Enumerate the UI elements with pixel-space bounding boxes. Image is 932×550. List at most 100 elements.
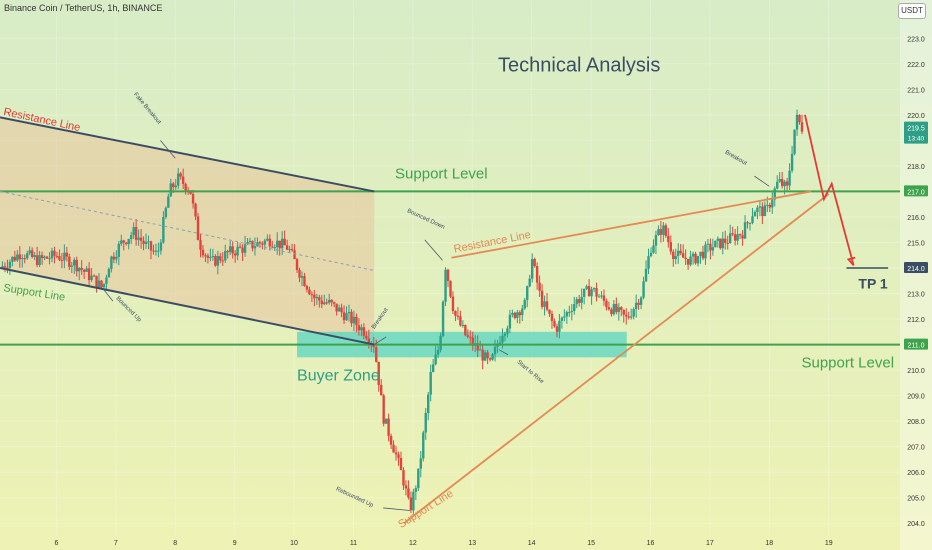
candle-body — [681, 253, 685, 258]
candle-body — [360, 327, 363, 331]
y-tick-label: 222.0 — [907, 62, 925, 69]
candle-body — [716, 238, 720, 241]
candle-body — [16, 254, 19, 261]
candle-body — [417, 468, 420, 489]
candle-body — [773, 188, 776, 200]
candle-body — [662, 225, 665, 235]
candle-body — [102, 283, 106, 288]
candle-body — [221, 260, 224, 262]
candle-body — [404, 485, 408, 489]
candle-body — [177, 173, 180, 186]
candle-body — [565, 312, 569, 317]
candle-body — [719, 238, 722, 249]
candle-body — [620, 307, 623, 310]
candle-body — [112, 256, 116, 260]
candle-body — [511, 312, 514, 315]
candle-body — [280, 238, 284, 249]
candle-body — [342, 312, 346, 321]
candle-body — [652, 245, 655, 253]
candle-body — [679, 250, 682, 254]
candle-body — [568, 312, 571, 314]
price-label-subtext: 13:40 — [908, 136, 925, 143]
candle-body — [526, 286, 529, 300]
candle-body — [117, 243, 121, 257]
candle-body — [152, 250, 155, 252]
candle-body — [367, 338, 371, 344]
candle-body — [1, 266, 4, 268]
candle-body — [518, 312, 522, 316]
currency-button[interactable]: USDT — [898, 3, 926, 19]
x-tick-label: 7 — [114, 540, 118, 547]
candle-body — [332, 302, 336, 304]
candle-body — [456, 315, 460, 317]
candle-body — [476, 343, 479, 351]
candle-body — [95, 275, 98, 288]
candle-body — [350, 311, 353, 324]
candle-body — [80, 267, 83, 270]
candle-body — [382, 395, 385, 424]
candle-body — [129, 235, 133, 240]
candle-body — [271, 246, 274, 248]
annotation-3: Support Level — [395, 166, 488, 183]
price-label-text: 219.5 — [907, 126, 925, 133]
candle-body — [174, 185, 177, 188]
channel-mid-line — [0, 190, 375, 272]
candle-body — [125, 242, 128, 244]
candle-body — [58, 256, 61, 260]
candle-body — [439, 335, 442, 351]
rising-resistance-line — [451, 190, 812, 259]
candle-body — [196, 216, 200, 241]
candle-body — [290, 249, 294, 251]
candle-body — [320, 300, 323, 305]
x-tick-label: 14 — [528, 540, 536, 547]
candle-body — [73, 259, 76, 266]
candle-body — [412, 491, 415, 511]
candle-body — [226, 250, 229, 253]
candle-body — [441, 301, 445, 336]
x-tick-label: 12 — [409, 540, 417, 547]
candle-body — [469, 336, 472, 338]
candle-body — [575, 299, 578, 305]
candle-body — [704, 244, 707, 259]
candle-body — [538, 282, 541, 291]
candle-body — [107, 268, 111, 278]
candle-body — [276, 240, 279, 248]
candle-body — [409, 497, 413, 511]
y-tick-label: 204.0 — [907, 521, 925, 528]
candle-body — [612, 303, 616, 315]
candle-body — [647, 256, 650, 269]
candle-body — [451, 296, 455, 312]
candle-body — [533, 259, 536, 267]
candle-body — [483, 352, 487, 361]
candle-body — [427, 394, 430, 414]
candle-body — [751, 216, 754, 223]
candle-body — [728, 233, 732, 243]
candle-body — [199, 240, 202, 250]
candles-layer — [1, 109, 804, 514]
candle-body — [733, 234, 737, 241]
rising-support-line — [403, 193, 830, 524]
candle-body — [513, 312, 517, 318]
annotation-5: Buyer Zone — [297, 367, 380, 384]
candle-body — [243, 244, 247, 253]
candle-body — [758, 206, 762, 208]
candle-body — [625, 314, 628, 317]
price-label-tag — [904, 262, 928, 273]
candle-body — [209, 257, 212, 259]
candle-body — [308, 289, 311, 295]
candle-body — [389, 435, 393, 445]
candle-body — [256, 242, 259, 247]
candle-body — [394, 452, 398, 455]
candle-body — [560, 317, 564, 321]
candle-body — [414, 488, 418, 492]
candle-body — [592, 288, 596, 290]
candle-body — [40, 255, 44, 259]
candle-body — [184, 183, 187, 191]
candle-body — [498, 342, 502, 345]
pointer-arrow — [160, 140, 176, 159]
candle-body — [800, 122, 804, 132]
candle-body — [516, 312, 519, 318]
candle-body — [783, 181, 786, 187]
candle-body — [629, 316, 633, 318]
